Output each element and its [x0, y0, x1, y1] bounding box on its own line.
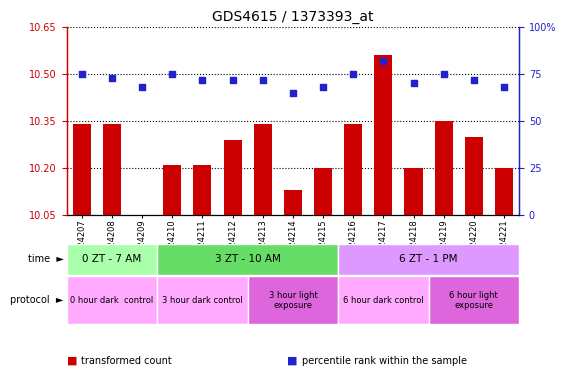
Bar [338, 276, 429, 324]
Bar [193, 165, 212, 215]
Bar [344, 124, 362, 215]
Text: 3 hour dark control: 3 hour dark control [162, 296, 243, 305]
Bar [67, 276, 157, 324]
Point [439, 71, 448, 77]
Bar [429, 276, 519, 324]
Point [198, 76, 207, 83]
Text: percentile rank within the sample: percentile rank within the sample [302, 356, 466, 366]
Text: 6 hour dark control: 6 hour dark control [343, 296, 424, 305]
Point [469, 76, 478, 83]
Bar [314, 168, 332, 215]
Text: 3 hour light
exposure: 3 hour light exposure [269, 291, 317, 310]
Point [107, 74, 117, 81]
Text: 6 ZT - 1 PM: 6 ZT - 1 PM [400, 254, 458, 264]
Text: 0 ZT - 7 AM: 0 ZT - 7 AM [82, 254, 142, 264]
Text: ■: ■ [287, 356, 298, 366]
Text: 6 hour light
exposure: 6 hour light exposure [450, 291, 498, 310]
Point [228, 76, 237, 83]
Text: 0 hour dark  control: 0 hour dark control [70, 296, 154, 305]
Point [288, 90, 298, 96]
Point [499, 84, 509, 90]
Bar [223, 140, 242, 215]
Bar [338, 244, 519, 275]
Bar [253, 124, 272, 215]
Text: protocol  ►: protocol ► [10, 295, 64, 306]
Text: transformed count: transformed count [81, 356, 172, 366]
Point [318, 84, 328, 90]
Point [77, 71, 86, 77]
Point [409, 80, 418, 86]
Bar [163, 165, 182, 215]
Bar [404, 168, 423, 215]
Bar [374, 55, 393, 215]
Text: time  ►: time ► [28, 254, 64, 264]
Bar [434, 121, 453, 215]
Point [349, 71, 358, 77]
Bar [465, 137, 483, 215]
Point [258, 76, 267, 83]
Title: GDS4615 / 1373393_at: GDS4615 / 1373393_at [212, 10, 374, 25]
Text: 3 ZT - 10 AM: 3 ZT - 10 AM [215, 254, 281, 264]
Bar [157, 276, 248, 324]
Bar [103, 124, 121, 215]
Bar [248, 276, 338, 324]
Bar [284, 190, 302, 215]
Bar [72, 124, 91, 215]
Bar [495, 168, 513, 215]
Text: ■: ■ [67, 356, 77, 366]
Point [379, 58, 388, 64]
Point [137, 84, 147, 90]
Point [168, 71, 177, 77]
Bar [67, 244, 157, 275]
Bar [157, 244, 338, 275]
